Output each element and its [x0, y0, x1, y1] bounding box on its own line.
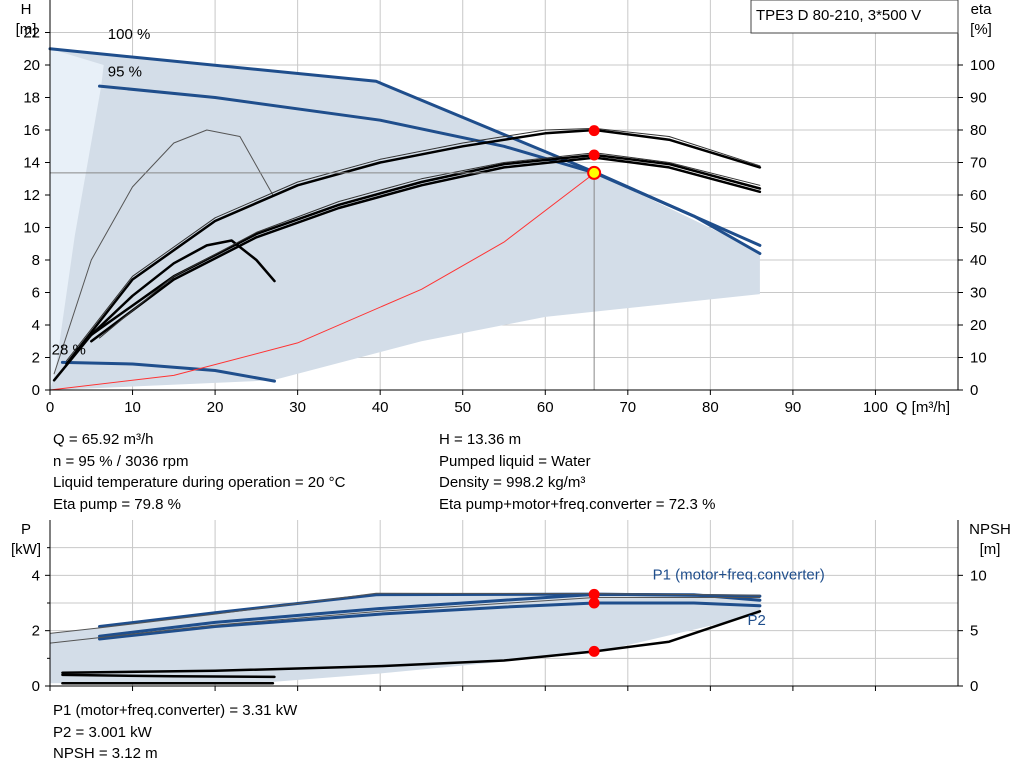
series-line-eta-9 — [66, 127, 761, 362]
y-tick-label: 16 — [23, 122, 40, 139]
eta-total-marker — [588, 149, 600, 161]
y2-tick-label: 0 — [970, 678, 978, 695]
y2-axis-title-line1: eta — [971, 1, 993, 18]
x-tick-label: 100 — [863, 399, 888, 416]
y2-tick-label: 40 — [970, 252, 987, 269]
y-tick-label: 8 — [32, 252, 40, 269]
y-tick-label: 12 — [23, 187, 40, 204]
y2-tick-label: 90 — [970, 90, 987, 107]
y2-axis-title-line1: NPSH — [969, 521, 1011, 538]
y-tick-label: 2 — [32, 350, 40, 367]
series-line-eta-10 — [99, 152, 761, 339]
y-tick-label: 18 — [23, 90, 40, 107]
info-eta-total: Eta pump+motor+freq.converter = 72.3 % — [439, 495, 716, 513]
operating-info-right: H = 13.36 m Pumped liquid = Water Densit… — [439, 429, 715, 515]
x-tick-label: 0 — [46, 399, 54, 416]
x-axis-title: Q [m³/h] — [896, 399, 950, 416]
info-temp: Liquid temperature during operation = 20… — [53, 474, 346, 491]
y-tick-label: 0 — [32, 678, 40, 695]
x-tick-label: 80 — [702, 399, 719, 416]
head-efficiency-chart: 0 10 20 30 40 50 60 70 80 90 100024681012141618202… — [16, 0, 995, 416]
y-tick-label: 10 — [23, 220, 40, 237]
eta-pump-marker — [588, 125, 600, 137]
power-series-line-3 — [61, 610, 762, 674]
series-line-head-1 — [98, 84, 762, 255]
y-tick-label: 4 — [32, 567, 40, 584]
info-p2: P2 = 3.001 kW — [53, 723, 152, 741]
operating-area — [50, 48, 760, 391]
x-tick-label: 40 — [372, 399, 389, 416]
info-h: H = 13.36 m — [439, 431, 522, 448]
x-tick-label: 30 — [289, 399, 306, 416]
y2-tick-label: 50 — [970, 220, 987, 237]
y-axis-title-line2: [m] — [16, 21, 37, 38]
operating-area-light — [50, 48, 104, 391]
y-tick-label: 6 — [32, 285, 40, 302]
y-axis-title-line2: [kW] — [11, 541, 41, 558]
power-series-line-6 — [49, 592, 761, 634]
y2-tick-label: 30 — [970, 285, 987, 302]
x-tick-label: 60 — [537, 399, 554, 416]
series-line-head-3 — [53, 129, 274, 375]
info-eta-pump: Eta pump = 79.8 % — [53, 495, 181, 513]
p2-curve-label: P2 — [748, 612, 766, 629]
y2-tick-label: 10 — [970, 567, 987, 584]
power-series-line-2 — [98, 601, 762, 641]
x-tick-label: 20 — [207, 399, 224, 416]
power-info: P1 (motor+freq.converter) = 3.31 kW P2 =… — [53, 700, 297, 765]
y-tick-label: 14 — [23, 155, 40, 172]
y2-tick-label: 20 — [970, 317, 987, 334]
y-tick-label: 0 — [32, 382, 40, 399]
operating-info-left: Q = 65.92 m³/h n = 95 % / 3036 rpm Liqui… — [53, 429, 345, 515]
power-series-line-4 — [61, 673, 276, 679]
power-series-line-7 — [49, 597, 761, 644]
series-line-eta-5 — [52, 239, 276, 382]
info-p1: P1 (motor+freq.converter) = 3.31 kW — [53, 702, 298, 719]
y-tick-label: 20 — [23, 57, 40, 74]
info-box-text: TPE3 D 80-210, 3*500 V — [756, 7, 921, 24]
info-q: Q = 65.92 m³/h — [53, 431, 154, 448]
info-box: TPE3 D 80-210, 3*500 V — [750, 0, 959, 34]
y2-tick-label: 80 — [970, 122, 987, 139]
curve-speed-label: 28 % — [52, 341, 86, 358]
y2-axis-title-line2: [%] — [970, 21, 992, 38]
y2-tick-label: 10 — [970, 350, 987, 367]
y2-tick-label: 100 — [970, 57, 995, 74]
x-tick-label: 70 — [619, 399, 636, 416]
y-tick-label: 22 — [23, 25, 40, 42]
y-tick-label: 2 — [32, 623, 40, 640]
power-area — [50, 594, 760, 684]
y2-tick-label: 0 — [970, 382, 978, 399]
info-npsh: NPSH = 3.12 m — [53, 745, 158, 762]
power-marker — [588, 588, 600, 600]
y-tick-label: 4 — [32, 317, 40, 334]
y2-axis-title-line2: [m] — [980, 541, 1001, 558]
power-marker — [588, 645, 600, 657]
y2-tick-label: 5 — [970, 623, 978, 640]
info-liquid: Pumped liquid = Water — [439, 452, 591, 470]
curve-speed-label: 100 % — [108, 26, 151, 43]
info-density: Density = 998.2 kg/m³ — [439, 474, 586, 491]
power-npsh-chart: 0 2 4 0 5 10 P [kW] NPSH [m] P1 (motor+freq.conver… — [11, 520, 1011, 695]
series-line-head-2 — [60, 360, 276, 383]
y2-tick-label: 70 — [970, 155, 987, 172]
x-tick-label: 10 — [124, 399, 141, 416]
p1-curve-label: P1 (motor+freq.converter) — [653, 566, 825, 583]
y2-tick-label: 60 — [970, 187, 987, 204]
power-marker — [588, 597, 600, 609]
series-line-eta-8 — [90, 156, 762, 343]
y-axis-title-line1: H — [21, 1, 32, 18]
x-tick-label: 50 — [454, 399, 471, 416]
x-tick-label: 90 — [785, 399, 802, 416]
operating-point-marker — [587, 165, 602, 180]
series-line-eta-6 — [65, 128, 762, 366]
curve-speed-label: 95 % — [108, 63, 142, 80]
series-line-head-4 — [49, 172, 596, 391]
y-axis-title-line1: P — [21, 521, 31, 538]
info-n: n = 95 % / 3036 rpm — [53, 452, 189, 470]
